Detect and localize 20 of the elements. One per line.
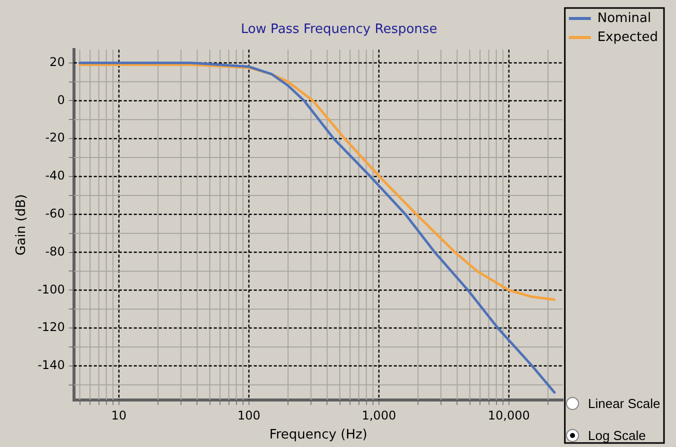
x-tick-label: 100 bbox=[237, 408, 260, 422]
legend-label: Expected bbox=[597, 30, 658, 45]
text: Linear Scale bbox=[588, 396, 660, 411]
y-tick-label: -20 bbox=[45, 130, 65, 145]
y-tick-label: -100 bbox=[38, 282, 65, 296]
text: Log Scale bbox=[588, 428, 646, 443]
x-tick-label: 1,000 bbox=[362, 408, 396, 422]
y-tick-label: -60 bbox=[45, 206, 65, 221]
y-tick-label: 0 bbox=[57, 92, 65, 107]
y-tick-label: -40 bbox=[45, 168, 65, 183]
y-tick-label: -120 bbox=[38, 320, 65, 334]
y-tick-label: 20 bbox=[50, 54, 65, 69]
legend-label: Nominal bbox=[597, 10, 652, 26]
y-axis-title: Gain (dB) bbox=[14, 194, 30, 256]
x-tick-label: 10,000 bbox=[488, 408, 530, 422]
y-tick-label: -140 bbox=[38, 358, 65, 372]
x-tick-label: 10 bbox=[111, 408, 127, 422]
x-axis-title: Frequency (Hz) bbox=[269, 428, 368, 443]
chart-title: Low Pass Frequency Response bbox=[240, 22, 438, 38]
y-tick-label: -80 bbox=[45, 244, 65, 258]
